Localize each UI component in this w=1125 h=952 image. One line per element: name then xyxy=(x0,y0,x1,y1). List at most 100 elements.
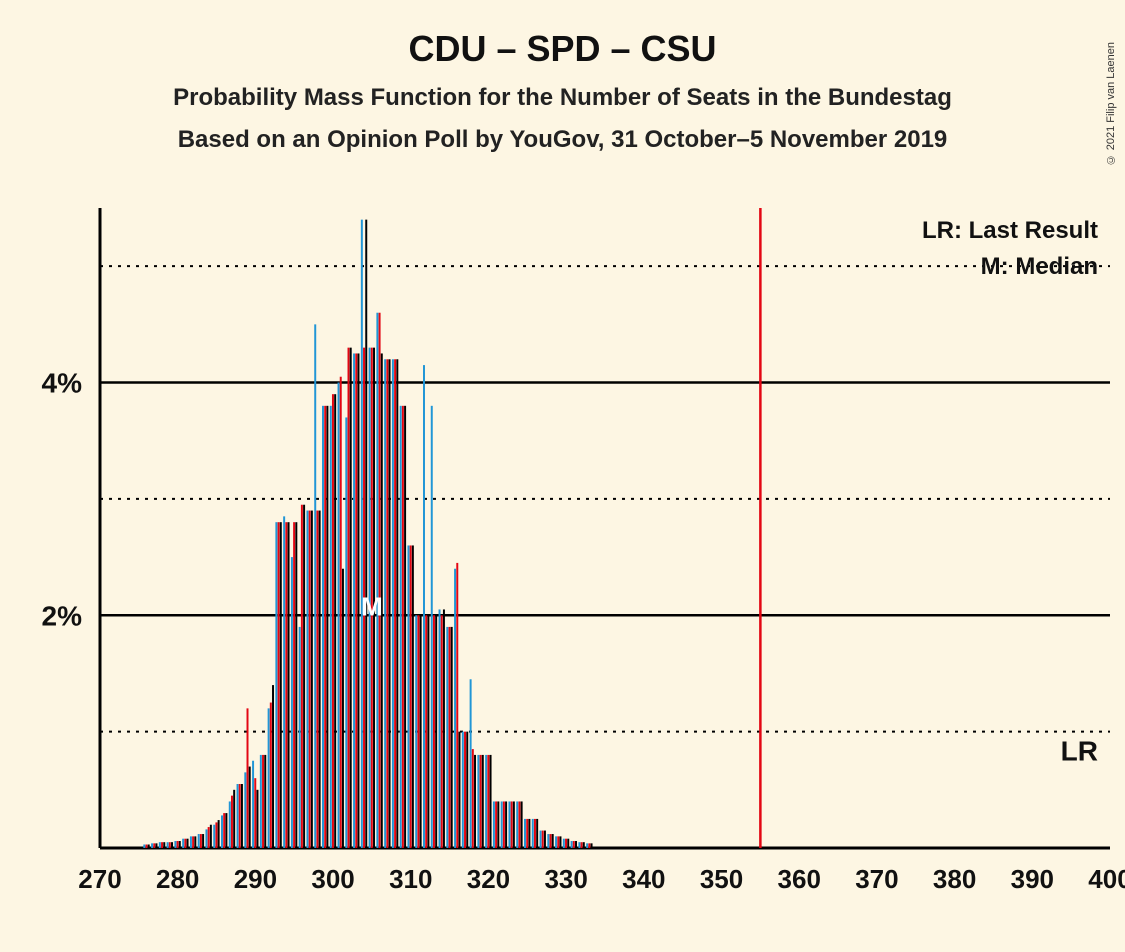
bar-blue xyxy=(547,834,549,848)
bar-blue xyxy=(407,545,409,848)
bar-red xyxy=(511,801,513,848)
bar-black xyxy=(272,685,274,848)
bar-blue xyxy=(330,406,332,848)
bar-red xyxy=(278,522,280,848)
bar-red xyxy=(565,839,567,848)
bar-red xyxy=(456,563,458,848)
bar-blue xyxy=(275,522,277,848)
bar-black xyxy=(148,845,150,848)
bar-blue xyxy=(174,841,176,848)
bar-red xyxy=(550,834,552,848)
bar-blue xyxy=(306,511,308,848)
bar-blue xyxy=(485,755,487,848)
bar-red xyxy=(324,406,326,848)
y-tick-label: 4% xyxy=(42,368,83,399)
bar-red xyxy=(169,842,171,848)
bar-black xyxy=(412,545,414,848)
bar-black xyxy=(218,820,220,848)
bar-blue xyxy=(182,839,184,848)
bar-black xyxy=(155,843,157,848)
bar-blue xyxy=(524,819,526,848)
bar-red xyxy=(316,511,318,848)
legend-m: M: Median xyxy=(981,253,1098,280)
bar-black xyxy=(264,755,266,848)
bar-blue xyxy=(501,801,503,848)
y-tick-label: 2% xyxy=(42,600,83,631)
bar-blue xyxy=(322,406,324,848)
bar-blue xyxy=(205,829,207,848)
bar-red xyxy=(557,836,559,848)
bar-red xyxy=(534,819,536,848)
bar-blue xyxy=(268,708,270,848)
bar-blue xyxy=(237,784,239,848)
x-tick-label: 330 xyxy=(544,864,587,894)
bar-black xyxy=(552,834,554,848)
bar-red xyxy=(348,348,350,848)
bar-black xyxy=(396,359,398,848)
bar-red xyxy=(402,406,404,848)
bar-red xyxy=(417,615,419,848)
bar-black xyxy=(513,801,515,848)
bar-blue xyxy=(361,220,363,848)
bar-blue xyxy=(376,313,378,848)
bar-red xyxy=(503,801,505,848)
bar-black xyxy=(435,615,437,848)
bar-blue xyxy=(213,825,215,848)
x-tick-label: 320 xyxy=(467,864,510,894)
bar-blue xyxy=(555,836,557,848)
bar-blue xyxy=(493,801,495,848)
bar-red xyxy=(425,615,427,848)
bar-red xyxy=(231,796,233,848)
bar-black xyxy=(505,801,507,848)
bar-black xyxy=(319,511,321,848)
bar-red xyxy=(449,627,451,848)
bar-red xyxy=(355,353,357,848)
bar-blue xyxy=(578,842,580,848)
bar-black xyxy=(521,801,523,848)
bar-red xyxy=(487,755,489,848)
x-tick-label: 400 xyxy=(1088,864,1125,894)
bar-blue xyxy=(283,516,285,848)
bar-black xyxy=(194,836,196,848)
bar-black xyxy=(443,609,445,848)
chart-subtitle-1: Probability Mass Function for the Number… xyxy=(0,84,1125,112)
bar-black xyxy=(225,813,227,848)
x-tick-label: 340 xyxy=(622,864,665,894)
x-tick-label: 390 xyxy=(1011,864,1054,894)
bar-red xyxy=(254,778,256,848)
bar-black xyxy=(559,836,561,848)
bar-red xyxy=(495,801,497,848)
bar-blue xyxy=(221,815,223,848)
bar-blue xyxy=(431,406,433,848)
bar-black xyxy=(334,394,336,848)
bar-black xyxy=(365,220,367,848)
bar-black xyxy=(326,406,328,848)
bar-red xyxy=(340,377,342,848)
bar-black xyxy=(544,831,546,848)
bar-black xyxy=(482,755,484,848)
bar-blue xyxy=(446,627,448,848)
bar-black xyxy=(404,406,406,848)
bar-black xyxy=(303,505,305,848)
x-tick-label: 270 xyxy=(78,864,121,894)
x-tick-label: 360 xyxy=(778,864,821,894)
bar-blue xyxy=(532,819,534,848)
x-tick-label: 310 xyxy=(389,864,432,894)
bar-red xyxy=(270,703,272,848)
bar-black xyxy=(350,348,352,848)
median-marker: M xyxy=(361,591,383,621)
bar-black xyxy=(249,767,251,848)
bar-red xyxy=(153,843,155,848)
bar-blue xyxy=(423,365,425,848)
bar-black xyxy=(210,825,212,848)
chart-area: 2702802903003103203303403503603703803904… xyxy=(0,208,1125,928)
bar-red xyxy=(215,822,217,848)
x-tick-label: 350 xyxy=(700,864,743,894)
bar-black xyxy=(490,755,492,848)
lr-label: LR xyxy=(1061,736,1098,767)
bar-red xyxy=(542,831,544,848)
bar-blue xyxy=(540,831,542,848)
x-tick-label: 280 xyxy=(156,864,199,894)
bar-red xyxy=(293,522,295,848)
bar-red xyxy=(379,313,381,848)
